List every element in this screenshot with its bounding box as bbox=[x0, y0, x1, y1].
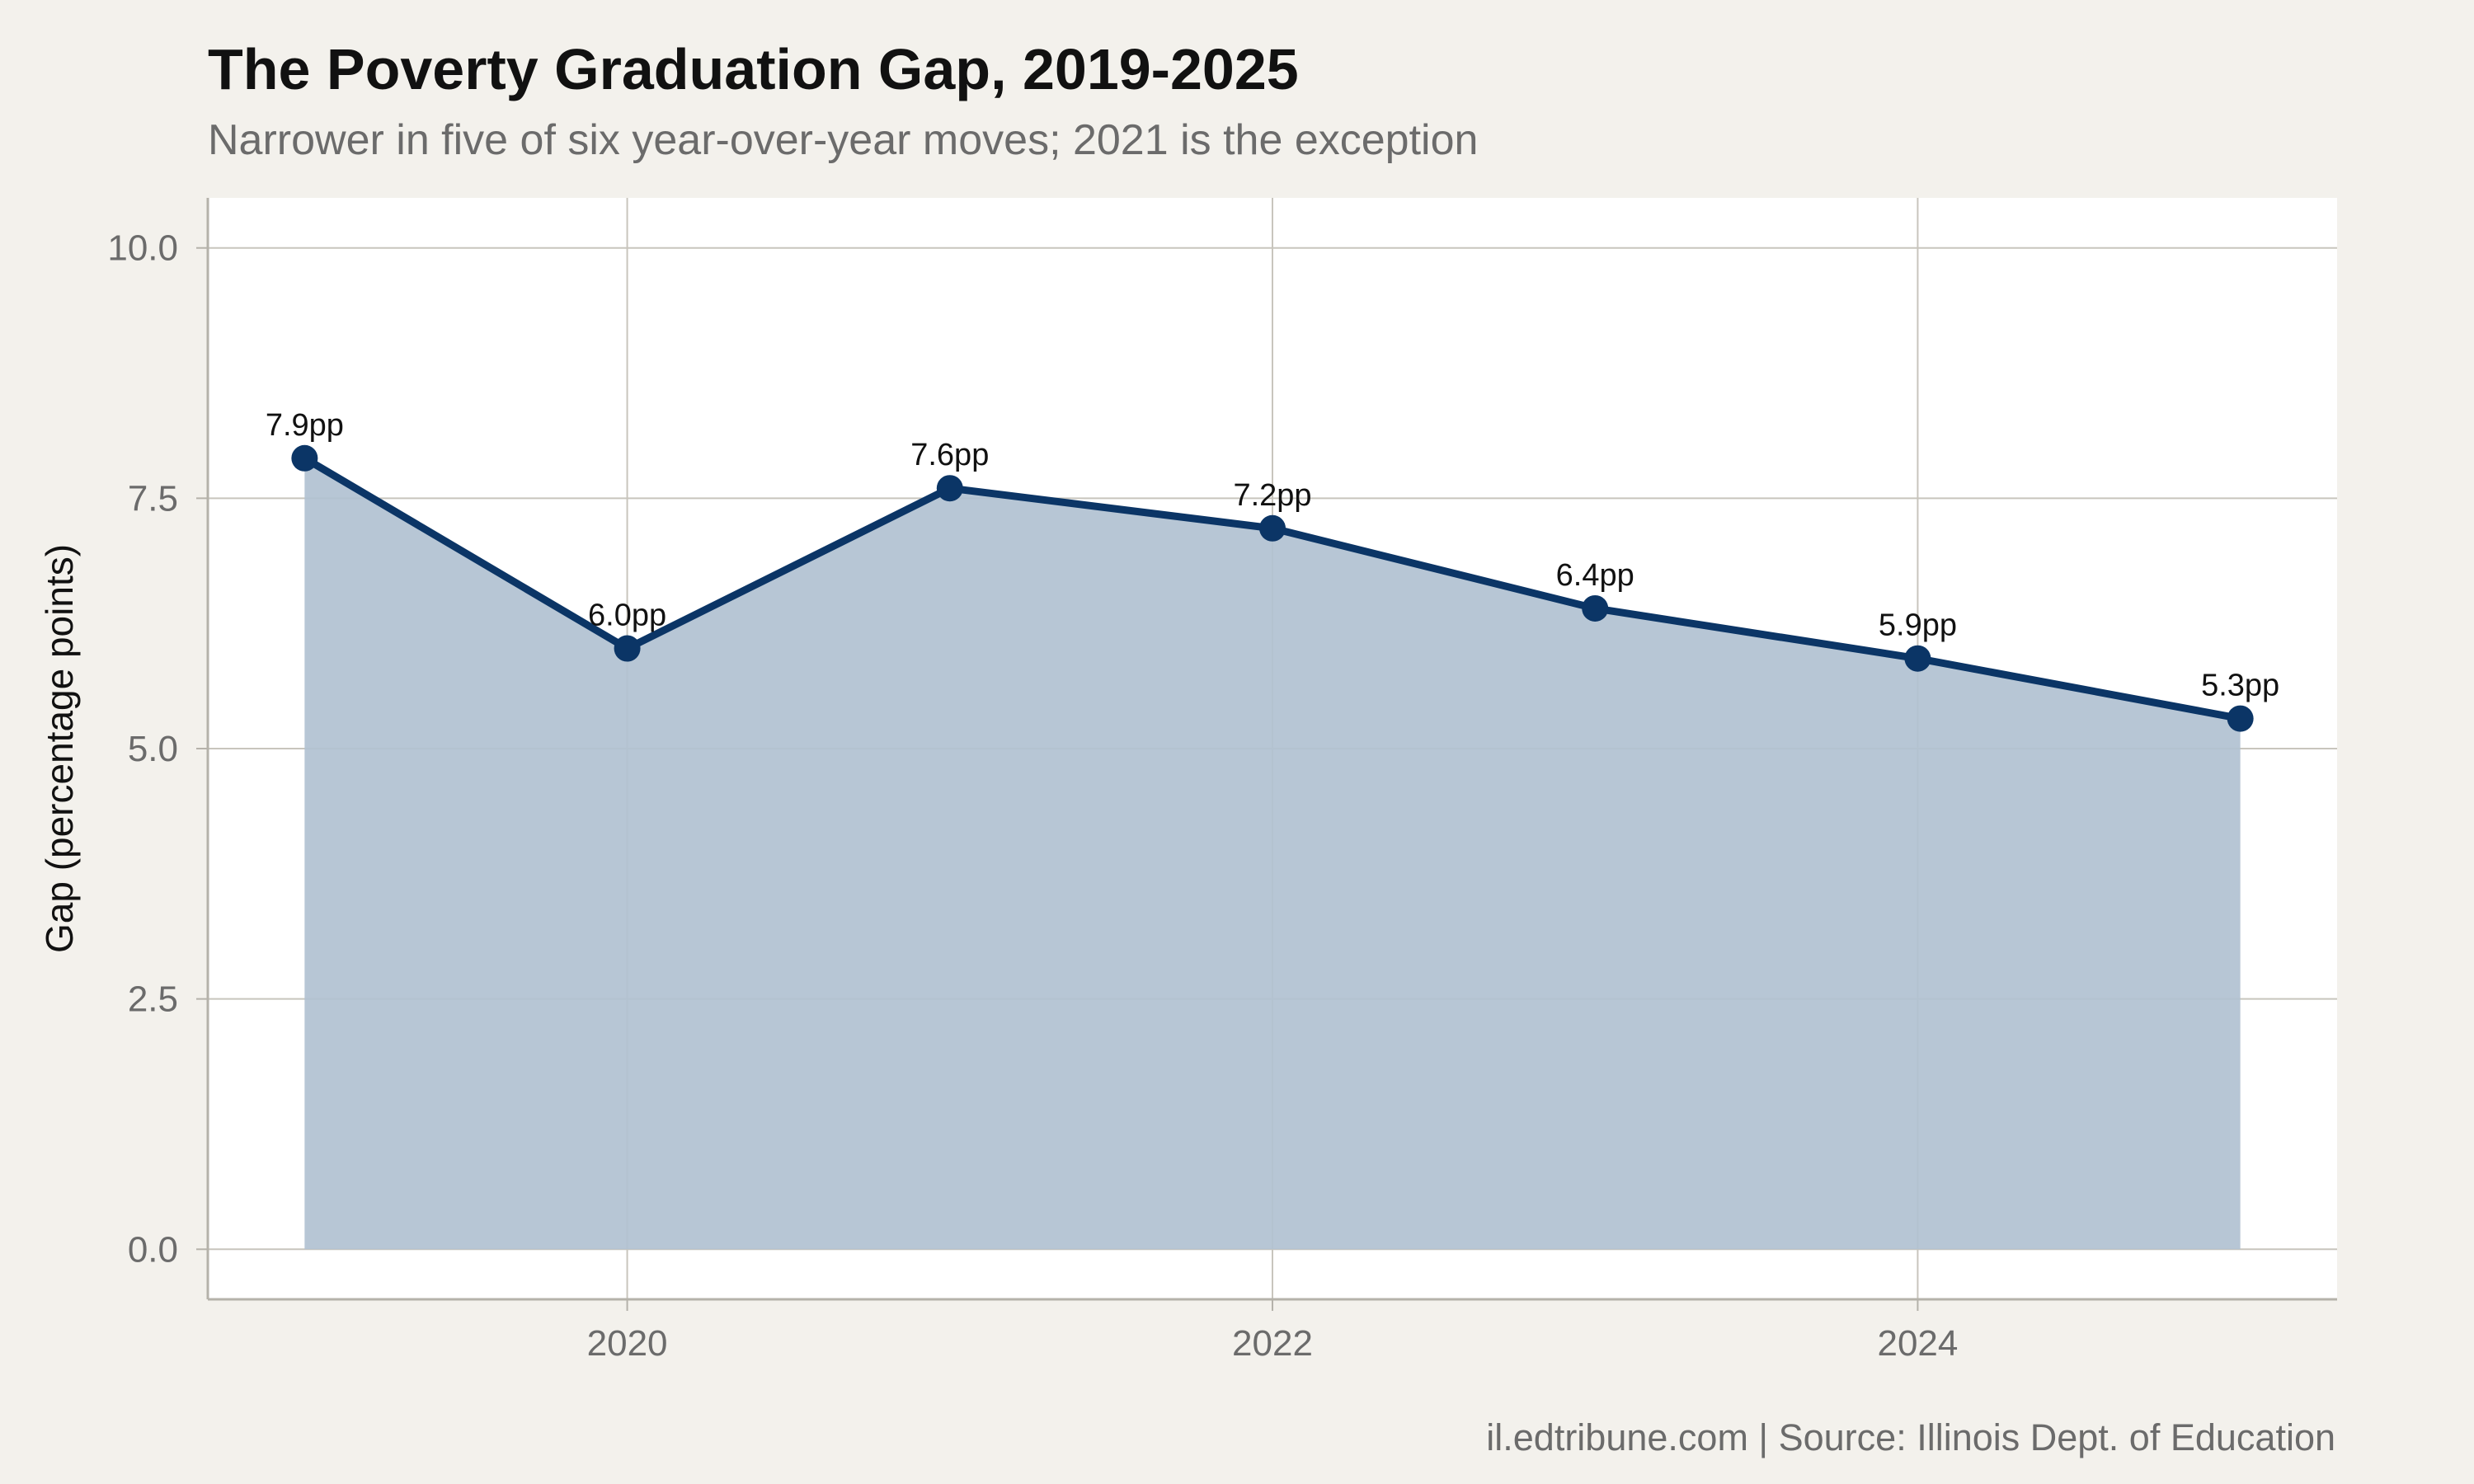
y-tick-label: 2.5 bbox=[128, 979, 178, 1020]
data-label-2024: 5.9pp bbox=[1879, 608, 1957, 643]
data-point-2023 bbox=[1582, 594, 1609, 622]
source-caption: il.edtribune.com | Source: Illinois Dept… bbox=[1486, 1416, 2335, 1458]
data-label-2023: 6.4pp bbox=[1556, 558, 1634, 593]
data-points bbox=[291, 444, 2254, 732]
x-tick-label: 2020 bbox=[587, 1323, 668, 1364]
x-tick-label: 2022 bbox=[1232, 1323, 1313, 1364]
data-labels: 7.9pp 6.0pp 7.6pp 7.2pp 6.4pp 5.9pp 5.3pp bbox=[266, 408, 2279, 703]
y-axis-title: Gap (percentage points) bbox=[38, 544, 81, 953]
data-label-2021: 7.6pp bbox=[910, 438, 989, 472]
y-tick-label: 0.0 bbox=[128, 1229, 178, 1270]
tick-labels: 0.0 2.5 5.0 7.5 10.0 2020 2022 2024 bbox=[107, 228, 1958, 1364]
y-tick-label: 5.0 bbox=[128, 729, 178, 769]
y-tick-label: 10.0 bbox=[107, 228, 178, 269]
chart-subtitle: Narrower in five of six year-over-year m… bbox=[208, 116, 1479, 164]
data-point-2024 bbox=[1904, 645, 1931, 672]
area-fill bbox=[304, 458, 2241, 1250]
data-label-2025: 5.3pp bbox=[2201, 669, 2279, 703]
chart-title: The Poverty Graduation Gap, 2019-2025 bbox=[208, 37, 1299, 101]
data-label-2019: 7.9pp bbox=[266, 408, 344, 443]
data-point-2021 bbox=[936, 475, 963, 502]
data-point-2019 bbox=[291, 444, 318, 472]
y-tick-label: 7.5 bbox=[128, 478, 178, 519]
data-point-2020 bbox=[614, 635, 641, 662]
data-label-2020: 6.0pp bbox=[588, 599, 666, 633]
data-label-2022: 7.2pp bbox=[1233, 478, 1311, 513]
data-point-2025 bbox=[2227, 705, 2254, 732]
data-point-2022 bbox=[1259, 514, 1286, 542]
x-tick-label: 2024 bbox=[1877, 1323, 1958, 1364]
